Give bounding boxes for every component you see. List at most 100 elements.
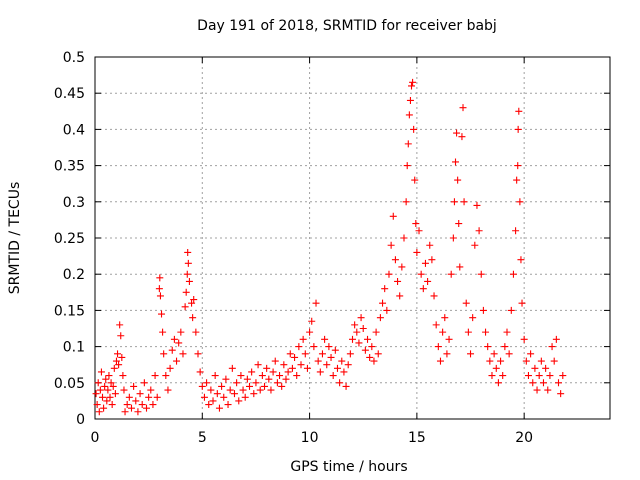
data-point — [344, 361, 352, 369]
data-point — [243, 375, 251, 383]
data-point — [280, 361, 288, 369]
data-point — [434, 343, 442, 351]
data-point — [95, 408, 103, 416]
y-tick-label: 0.45 — [54, 86, 85, 102]
data-point — [112, 357, 120, 365]
data-point — [168, 346, 176, 354]
data-point — [340, 368, 348, 376]
data-point — [318, 350, 326, 358]
data-point — [501, 343, 509, 351]
data-point — [230, 390, 238, 398]
data-point — [173, 357, 181, 365]
data-point — [101, 382, 109, 390]
data-point — [492, 364, 500, 372]
data-point — [479, 306, 487, 314]
data-point — [507, 306, 515, 314]
data-point — [405, 111, 413, 119]
data-point — [394, 277, 402, 285]
data-point — [284, 368, 292, 376]
x-tick-label: 5 — [198, 430, 207, 446]
data-point — [411, 176, 419, 184]
data-point — [349, 335, 356, 343]
data-point — [132, 397, 140, 405]
data-point — [421, 259, 429, 267]
data-point — [104, 386, 112, 394]
data-point — [542, 364, 550, 372]
data-point — [265, 375, 273, 383]
x-tick-labels: 0 5 10 15 20 — [91, 430, 534, 446]
data-point — [151, 372, 159, 380]
data-point — [117, 332, 125, 340]
y-tick-label: 0.05 — [54, 376, 85, 392]
data-point — [539, 379, 547, 387]
data-point — [346, 350, 354, 358]
data-point — [267, 386, 275, 394]
data-point — [184, 259, 192, 267]
data-point — [403, 162, 411, 170]
data-point — [533, 386, 541, 394]
data-point — [531, 364, 539, 372]
data-point — [436, 357, 444, 365]
data-point — [503, 328, 511, 336]
data-point — [555, 379, 562, 387]
data-point — [203, 379, 211, 387]
data-point — [404, 140, 412, 148]
data-point — [505, 350, 513, 358]
data-point — [183, 270, 191, 278]
y-tick-label: 0 — [76, 412, 85, 428]
data-point — [379, 299, 387, 307]
data-point — [370, 357, 378, 365]
data-point — [417, 270, 425, 278]
data-point — [329, 372, 337, 380]
data-point — [276, 372, 284, 380]
data-point — [381, 285, 389, 293]
data-point — [123, 401, 131, 409]
data-point — [529, 379, 537, 387]
plot-frame — [94, 56, 611, 420]
data-point — [402, 198, 410, 206]
data-point — [136, 390, 144, 398]
data-point — [514, 162, 522, 170]
data-point — [93, 401, 101, 409]
data-point — [514, 125, 522, 133]
data-point — [192, 328, 200, 336]
data-point — [228, 364, 236, 372]
data-point — [512, 227, 520, 235]
y-tick-label: 0.1 — [63, 340, 85, 356]
data-point — [222, 375, 230, 383]
grid-lines — [95, 57, 610, 419]
data-point — [293, 372, 301, 380]
data-point — [306, 328, 314, 336]
data-point — [488, 372, 496, 380]
data-point — [252, 379, 260, 387]
data-point — [170, 335, 178, 343]
data-point — [273, 379, 281, 387]
data-point — [424, 277, 432, 285]
data-point — [325, 343, 333, 351]
data-point — [207, 386, 215, 394]
data-point — [138, 401, 146, 409]
data-point — [164, 386, 172, 394]
data-point — [190, 296, 198, 304]
data-point — [121, 408, 129, 416]
data-point — [368, 343, 376, 351]
data-point — [248, 368, 256, 376]
data-point — [410, 125, 418, 133]
data-point — [494, 379, 502, 387]
data-point — [408, 82, 416, 90]
data-point — [114, 350, 122, 358]
data-point — [515, 107, 523, 115]
data-point — [398, 263, 406, 271]
data-point — [105, 372, 113, 380]
data-point — [376, 314, 384, 322]
data-point — [550, 357, 558, 365]
data-point — [179, 350, 187, 358]
data-point — [291, 353, 299, 361]
y-tick-label: 0.2 — [63, 267, 85, 283]
data-point — [118, 353, 126, 361]
data-point — [490, 350, 498, 358]
data-point — [120, 386, 128, 394]
data-point — [237, 372, 245, 380]
data-point — [499, 372, 507, 380]
